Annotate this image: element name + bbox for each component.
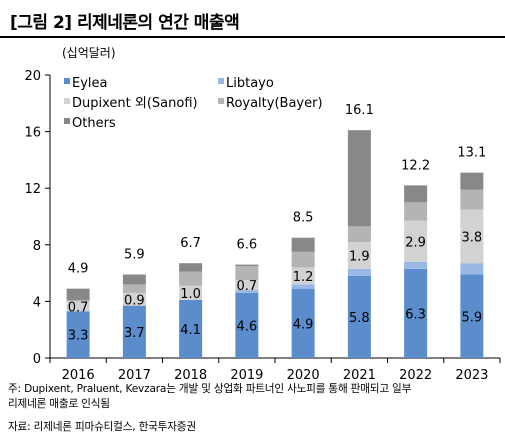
bar-segment-others (291, 237, 315, 252)
legend-label: Others (72, 116, 116, 131)
bar-segment-royalty-bayer- (66, 299, 90, 302)
total-label: 8.5 (293, 211, 314, 226)
data-label: 3.8 (462, 230, 483, 245)
total-label: 12.2 (401, 158, 430, 173)
data-label: 2.9 (405, 235, 426, 250)
bar-segment-eylea (179, 299, 203, 358)
bar-segment-dupixent-sanofi- (291, 267, 315, 285)
bar-segment-libtayo (404, 261, 428, 269)
title-rule (0, 36, 505, 38)
bar-segment-dupixent-sanofi- (122, 292, 146, 306)
bar-segment-dupixent-sanofi- (347, 241, 371, 269)
bar-segment-eylea (347, 275, 371, 358)
bar-segment-royalty-bayer- (179, 271, 203, 286)
data-label: 0.7 (237, 279, 258, 294)
bar-segment-eylea (122, 305, 146, 358)
legend-swatch (218, 98, 224, 104)
x-tick-label: 2023 (455, 368, 488, 380)
x-tick-label: 2021 (343, 368, 376, 380)
legend-label: Libtayo (226, 76, 274, 91)
footnote-line-1: 주: Dupixent, Praluent, Kevzara는 개발 및 상업화… (8, 383, 412, 395)
bar-segment-eylea (404, 268, 428, 358)
y-tick-label: 16 (24, 126, 41, 141)
data-label: 4.1 (180, 323, 201, 338)
bar-segment-others (347, 130, 371, 227)
bar-segment-royalty-bayer- (291, 251, 315, 268)
bar-segment-others (404, 185, 428, 203)
data-label: 3.3 (68, 329, 89, 344)
x-tick-label: 2020 (287, 368, 320, 380)
legend-swatch (218, 78, 224, 84)
data-label: 4.9 (293, 317, 314, 332)
bar-segment-eylea (235, 292, 259, 358)
bar-segment-dupixent-sanofi- (179, 285, 203, 300)
bar-segment-royalty-bayer- (122, 284, 146, 293)
y-tick-label: 4 (33, 295, 41, 310)
bar-segment-others (460, 172, 484, 190)
y-tick-label: 8 (33, 239, 41, 254)
data-label: 5.9 (462, 310, 483, 325)
y-axis-label: (십억달러) (62, 46, 116, 60)
data-label: 6.3 (405, 307, 426, 322)
data-label: 0.9 (124, 293, 145, 308)
total-label: 6.6 (237, 238, 258, 253)
total-label: 6.7 (180, 236, 201, 251)
data-label: 3.7 (124, 326, 145, 341)
data-label: 0.7 (68, 300, 89, 315)
total-label: 4.9 (68, 262, 89, 277)
data-label: 5.8 (349, 311, 370, 326)
x-tick-label: 2017 (118, 368, 151, 380)
total-label: 16.1 (345, 103, 374, 118)
legend-label: Royalty(Bayer) (226, 96, 323, 111)
y-tick-label: 12 (24, 182, 41, 197)
stacked-bar-chart: (십억달러) 0 4 8 12 16 20 2016 2017 2018 2019 2020 2021 2… (24, 46, 501, 380)
x-tick-label: 2016 (62, 368, 95, 380)
data-label: 1.0 (180, 287, 201, 302)
bar-segment-royalty-bayer- (404, 202, 428, 221)
data-label: 4.6 (237, 319, 258, 334)
bar-segment-others (179, 263, 203, 272)
bar-segment-royalty-bayer- (235, 266, 259, 281)
bar-segment-royalty-bayer- (347, 226, 371, 242)
data-label: 1.2 (293, 270, 314, 285)
bar-segment-libtayo (291, 284, 315, 289)
legend-label: Eylea (72, 76, 107, 91)
source-note: 자료: 리제네론 피마슈티컬스, 한국투자증권 (8, 421, 196, 433)
y-tick-label: 0 (33, 352, 41, 367)
legend-label: Dupixent 외(Sanofi) (72, 96, 198, 111)
footnote-line-2: 리제네론 매출로 인식됨 (8, 397, 110, 410)
bar-segment-dupixent-sanofi- (235, 280, 259, 291)
footnote: 주: Dupixent, Praluent, Kevzara는 개발 및 상업화… (8, 382, 498, 411)
x-tick-label: 2022 (399, 368, 432, 380)
bar-segment-dupixent-sanofi- (66, 301, 90, 312)
bar-segment-others (66, 288, 90, 300)
data-label: 1.9 (349, 249, 370, 264)
bar-segment-royalty-bayer- (460, 189, 484, 210)
legend-swatch (64, 98, 70, 104)
bar-segment-eylea (291, 288, 315, 358)
bar-segment-others (122, 274, 146, 285)
legend-swatch (64, 78, 70, 84)
bar-segment-others (235, 264, 259, 267)
bar-segment-libtayo (347, 268, 371, 276)
figure-title: [그림 2] 리제네론의 연간 매출액 (10, 13, 240, 33)
x-tick-label: 2018 (174, 368, 207, 380)
bar-segment-dupixent-sanofi- (460, 209, 484, 264)
bar-segment-dupixent-sanofi- (404, 220, 428, 262)
total-label: 13.1 (457, 146, 486, 161)
bar-segment-libtayo (460, 263, 484, 275)
total-label: 5.9 (124, 248, 145, 263)
legend-swatch (64, 118, 70, 124)
bar-segment-eylea (460, 274, 484, 358)
x-tick-label: 2019 (230, 368, 263, 380)
bar-segment-eylea (66, 311, 90, 358)
bar-segment-libtayo (235, 290, 259, 293)
y-tick-label: 20 (24, 69, 41, 84)
